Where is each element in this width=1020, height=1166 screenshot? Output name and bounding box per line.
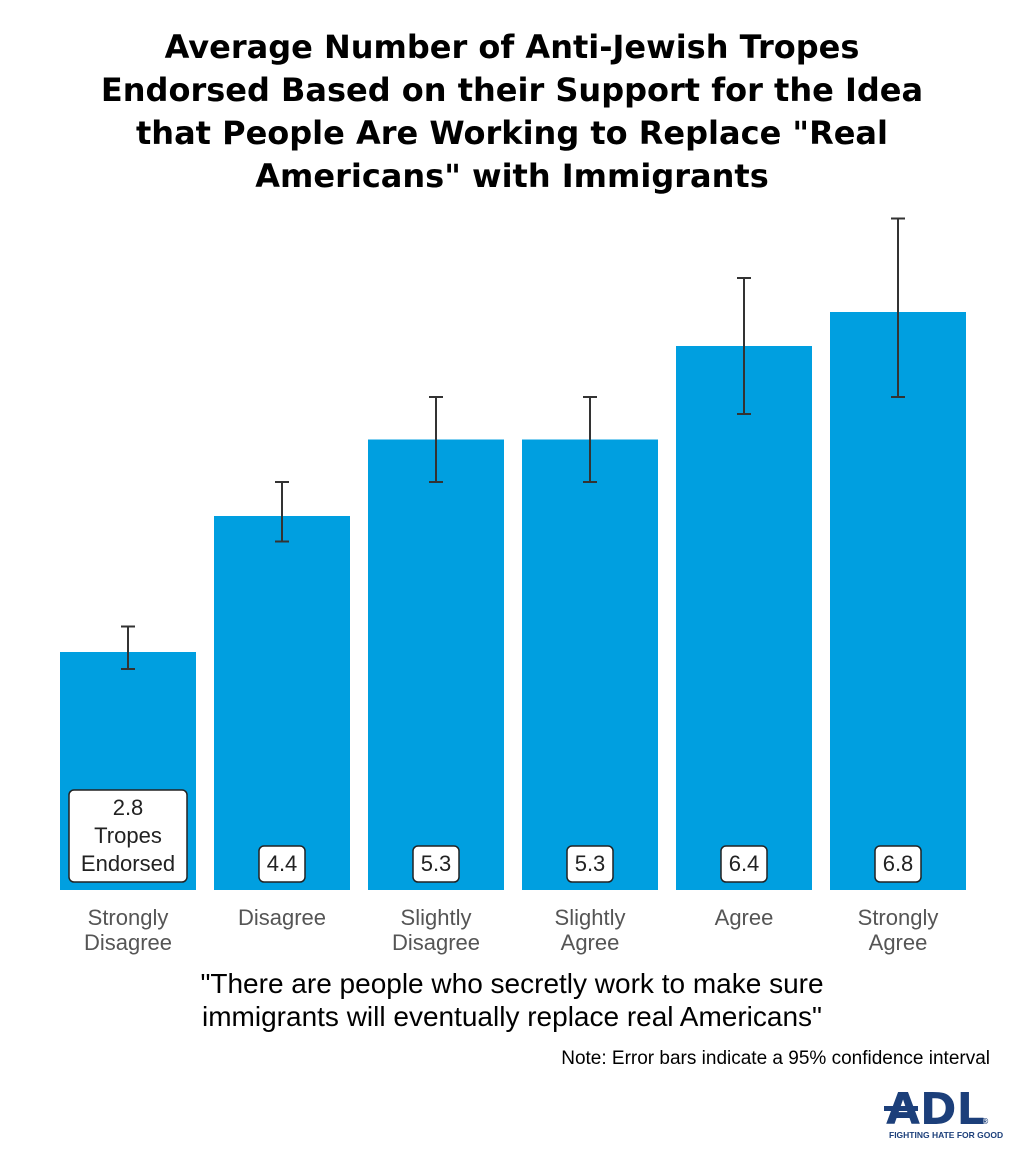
value-label-box — [412, 845, 460, 883]
title-line-2: Endorsed Based on their Support for the … — [101, 71, 923, 109]
category-label-line: Strongly — [858, 905, 939, 930]
value-label-3: 5.3 — [412, 845, 460, 883]
value-label-text: 5.3 — [421, 851, 452, 876]
title-line-1: Average Number of Anti-Jewish Tropes — [165, 28, 860, 66]
value-label-5: 6.4 — [720, 845, 768, 883]
category-label-line: Slightly — [401, 905, 472, 930]
category-label-line: Agree — [715, 905, 774, 930]
category-label-line: Agree — [561, 930, 620, 955]
bars — [60, 312, 966, 890]
value-label-text: 6.4 — [729, 851, 760, 876]
x-axis-label: "There are people who secretly work to m… — [200, 968, 823, 1032]
logo-underline-icon — [884, 1106, 918, 1111]
value-label-box — [720, 845, 768, 883]
bar-3 — [368, 439, 504, 890]
error-bar-6 — [891, 217, 905, 398]
error-bar-4 — [583, 396, 597, 483]
error-bar-3 — [429, 396, 443, 483]
x-axis-label-line-2: immigrants will eventually replace real … — [202, 1001, 822, 1032]
value-label-text: 2.8 — [113, 795, 144, 820]
x-axis-label-line-1: "There are people who secretly work to m… — [200, 968, 823, 999]
category-label-line: Disagree — [392, 930, 480, 955]
value-label-6: 6.8 — [874, 845, 922, 883]
value-label-box — [874, 845, 922, 883]
title-line-4: Americans" with Immigrants — [255, 157, 768, 195]
bar-4 — [522, 439, 658, 890]
value-labels: 2.8 Tropes Endorsed 4.4 5.3 5.3 6.4 6.8 — [68, 789, 922, 883]
value-label-text: 5.3 — [575, 851, 606, 876]
value-label-1: 2.8 Tropes Endorsed — [68, 789, 188, 883]
bar-6 — [830, 312, 966, 890]
logo-registered-mark: ® — [982, 1116, 989, 1126]
category-label-2: Disagree — [238, 905, 326, 930]
adl-logo: ADL FIGHTING HATE FOR GOOD ® — [884, 1084, 1003, 1140]
category-label-line: Strongly — [88, 905, 169, 930]
error-bars — [121, 217, 905, 670]
bar-2 — [214, 516, 350, 890]
title-line-3: that People Are Working to Replace "Real — [136, 114, 888, 152]
value-label-text: Tropes — [94, 823, 162, 848]
bar-5 — [676, 346, 812, 890]
category-label-line: Disagree — [84, 930, 172, 955]
logo-tagline: FIGHTING HATE FOR GOOD — [889, 1130, 1003, 1140]
value-label-text: Endorsed — [81, 851, 175, 876]
chart-title: Average Number of Anti-Jewish Tropes Endo… — [101, 28, 923, 195]
category-label-line: Disagree — [238, 905, 326, 930]
category-label-5: Agree — [715, 905, 774, 930]
value-label-box — [258, 845, 306, 883]
value-label-box — [68, 789, 188, 883]
value-label-text: 6.8 — [883, 851, 914, 876]
error-bar-1 — [121, 625, 135, 670]
category-label-line: Agree — [869, 930, 928, 955]
value-label-4: 5.3 — [566, 845, 614, 883]
error-bar-5 — [737, 277, 751, 415]
category-label-line: Slightly — [555, 905, 626, 930]
footnote: Note: Error bars indicate a 95% confiden… — [561, 1048, 990, 1069]
value-label-text: 4.4 — [267, 851, 298, 876]
error-bar-2 — [275, 481, 289, 543]
value-label-2: 4.4 — [258, 845, 306, 883]
value-label-box — [566, 845, 614, 883]
